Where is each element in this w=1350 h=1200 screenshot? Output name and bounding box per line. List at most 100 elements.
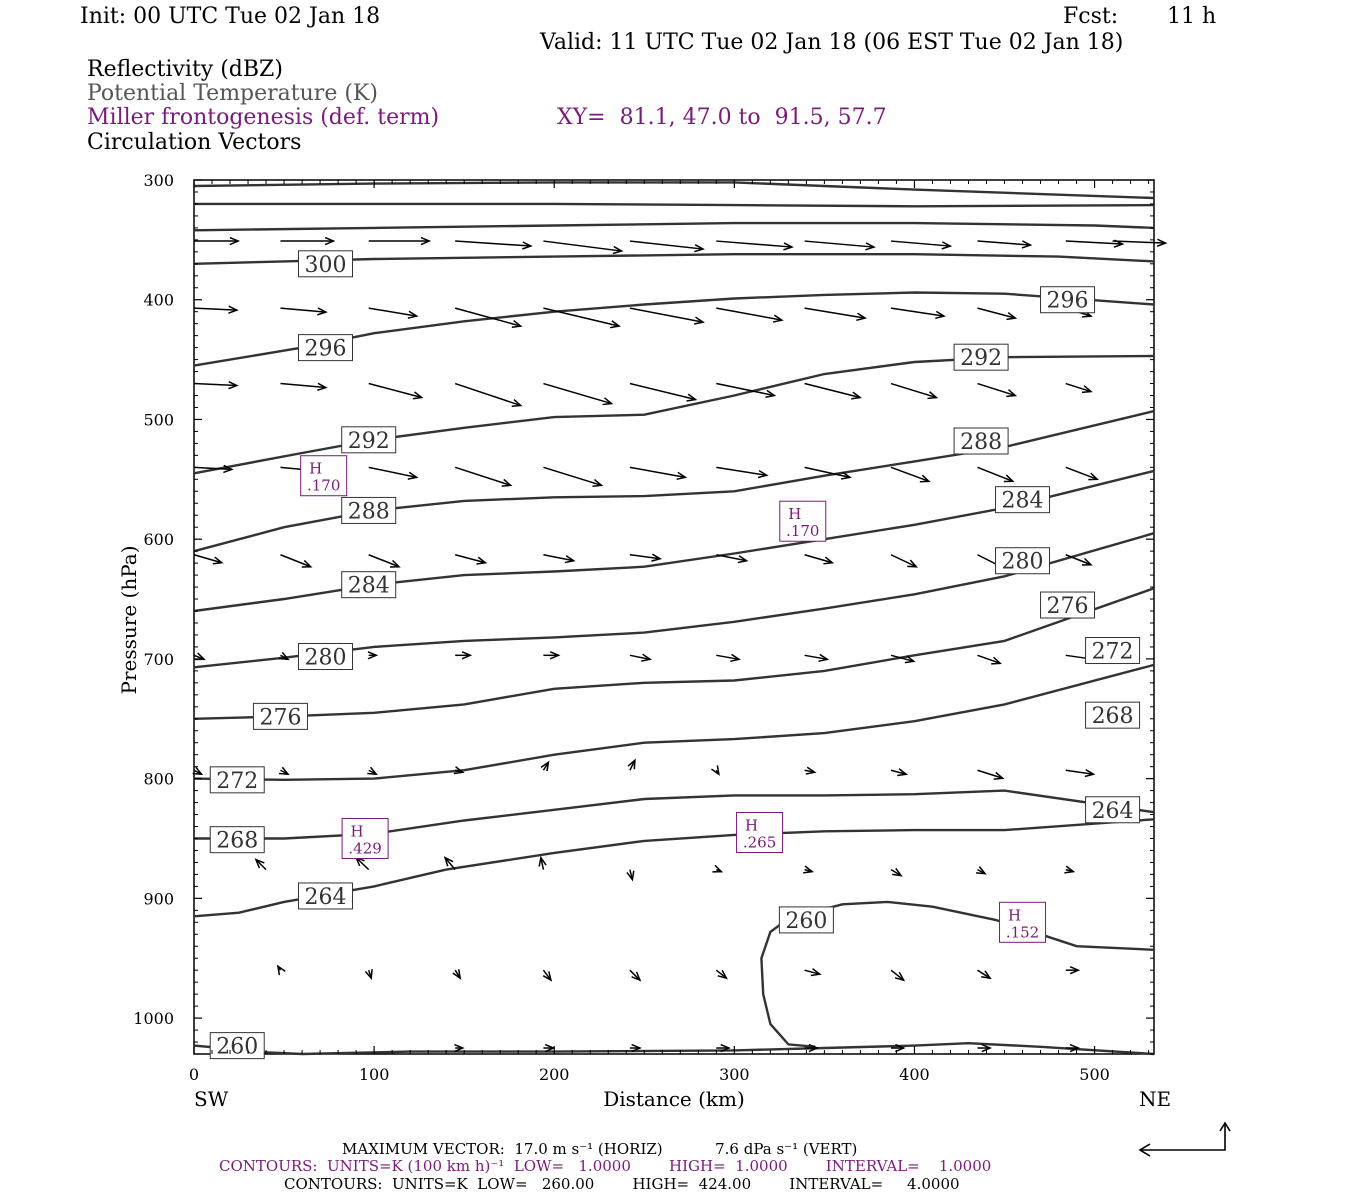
circulation-vector [977,654,1003,665]
circulation-vector [716,307,784,323]
circulation-vector [454,382,523,407]
circulation-vector [977,307,1018,321]
circulation-vector [543,466,604,487]
theta-contour-264 [193,818,1155,918]
theta-contour-268 [194,789,1155,840]
contour-label: 296 [297,334,353,362]
contour-label: 292 [341,426,397,454]
circulation-vector [716,466,769,479]
circulation-vector [443,856,456,871]
circulation-vector [626,869,635,882]
circulation-vector [454,307,523,329]
circulation-vector [278,651,290,661]
y-tick-label: 700 [143,650,174,669]
circulation-vector [890,969,906,982]
contour-label-text: 292 [348,429,390,454]
contour-label-text: 276 [1047,594,1089,619]
circulation-vector [1065,382,1093,394]
cross-section-endpoints: XY= 81.1, 47.0 to 91.5, 57.7 [557,105,887,130]
circulation-vector [804,466,852,480]
circulation-vector [543,554,576,564]
circulation-vector [804,554,835,565]
circulation-vector [364,969,373,981]
circulation-vector [276,964,286,976]
fronto-high-label: H [309,460,322,478]
contour-label: 276 [1040,591,1096,619]
circulation-vector [455,240,533,250]
fronto-high-value: .170 [307,477,340,495]
circulation-vector [543,651,561,660]
fronto-high-value: .152 [1006,923,1039,941]
circulation-vector [976,866,987,875]
theta-contour-308 [194,202,1155,208]
circulation-vector [977,969,992,980]
x-left-direction: SW [194,1087,229,1111]
circulation-vector [804,1043,820,1053]
circulation-vector [280,307,328,316]
circulation-vector [716,653,741,663]
forecast-hour: 11 h [1167,4,1217,29]
fronto-high-value: .429 [348,839,381,857]
circulation-vector [890,867,903,877]
reference-vector-icon [1138,1121,1231,1157]
contour-label-text: 288 [348,499,390,524]
circulation-vector [890,466,931,483]
fronto-high-label: H [788,505,801,523]
circulation-vector [543,240,624,255]
contour-label-text: 272 [1092,640,1134,665]
fronto-high-label: H [351,822,364,840]
circulation-vector [977,769,1005,780]
circulation-vector [1064,865,1076,874]
circulation-vector [538,855,547,870]
circulation-vector [193,380,239,390]
circulation-vector [804,382,862,400]
circulation-vector [804,240,876,251]
circulation-vector [193,464,234,474]
circulation-vector [454,466,513,487]
circulation-vector [629,307,705,325]
circulation-vector [890,382,939,400]
circulation-vector [804,766,817,775]
circulation-vector [977,466,1015,483]
x-tick-label: 100 [359,1065,390,1084]
theta-contour-304 [193,221,1155,232]
circulation-vector [629,1043,642,1053]
contour-label: 272 [1085,637,1141,665]
circulation-vector [629,240,705,253]
circulation-vector [890,240,953,250]
circulation-vector [455,651,473,660]
circulation-vector [716,240,794,251]
contour-label: 284 [341,571,397,599]
contour-label-text: 284 [348,574,390,599]
circulation-vector [890,307,946,320]
x-tick-label: 300 [719,1065,750,1084]
y-tick-label: 400 [143,291,174,310]
circulation-vector [715,969,728,980]
legend-circulation-vectors: Circulation Vectors [87,130,302,155]
circulation-vector [804,653,830,663]
x-tick-label: 0 [189,1065,199,1084]
circulation-vector [194,236,241,246]
contour-label-text: 296 [304,337,346,362]
y-tick-label: 1000 [133,1009,174,1028]
circulation-vector [454,1043,465,1053]
circulation-vector [890,768,909,777]
circulation-vector [716,1043,731,1053]
contour-label-text: 292 [960,346,1002,371]
circulation-vector [368,307,419,319]
contour-label: 288 [341,496,397,524]
x-right-direction: NE [1139,1087,1171,1111]
contour-label: 292 [953,343,1009,371]
x-tick-label: 400 [899,1065,930,1084]
theta-contour-272 [193,663,1155,782]
circulation-vector [368,236,432,246]
circulation-vector [280,236,336,246]
theta-contour-276 [193,587,1155,720]
circulation-vector [368,382,424,400]
circulation-vector [254,858,267,871]
circulation-vector [1065,1043,1081,1053]
legend-potential-temperature: Potential Temperature (K) [87,81,378,106]
circulation-vector [542,969,553,982]
contour-label-text: 276 [259,705,301,730]
